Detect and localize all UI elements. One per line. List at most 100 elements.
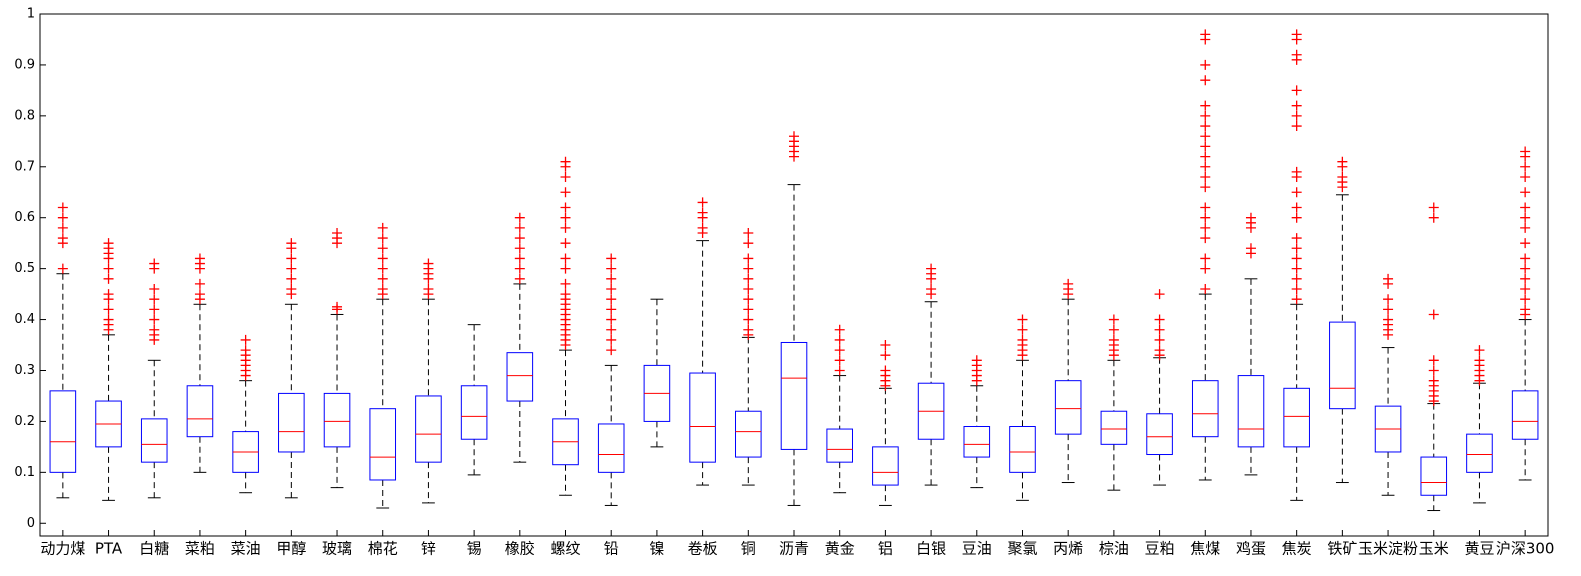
outlier [103, 304, 114, 315]
y-tick-label: 0.5 [14, 261, 35, 276]
outlier [103, 314, 114, 325]
x-tick-label: 白银 [916, 540, 946, 558]
outlier [57, 222, 68, 233]
outlier [743, 238, 754, 249]
outlier [834, 324, 845, 335]
outlier [149, 284, 160, 295]
x-tick-label: 豆粕 [1145, 540, 1175, 558]
outlier [377, 284, 388, 295]
outlier [1291, 85, 1302, 96]
x-tick-label: 沪深300 [1496, 540, 1555, 558]
x-tick-label: 铁矿 [1327, 540, 1357, 558]
outlier [1154, 324, 1165, 335]
outlier [1291, 121, 1302, 132]
outlier [286, 253, 297, 264]
outlier [1291, 212, 1302, 223]
outlier [1291, 253, 1302, 264]
outlier [560, 289, 571, 300]
x-tick-label: 卷板 [688, 540, 718, 558]
outlier [560, 156, 571, 167]
outlier [1200, 233, 1211, 244]
outlier [697, 222, 708, 233]
outlier [57, 212, 68, 223]
outlier [286, 284, 297, 295]
x-tick-label: 聚氯 [1007, 540, 1037, 558]
box [49, 390, 77, 473]
outlier [1291, 294, 1302, 305]
outlier [1245, 212, 1256, 223]
box [506, 352, 534, 402]
outlier [194, 253, 205, 264]
outlier [514, 212, 525, 223]
y-tick-label: 0.1 [14, 465, 35, 480]
outlier [1154, 334, 1165, 345]
outlier [240, 334, 251, 345]
outlier [560, 222, 571, 233]
outlier [1200, 212, 1211, 223]
outlier [1428, 355, 1439, 366]
box [1009, 426, 1036, 473]
outlier [377, 222, 388, 233]
outlier [1520, 253, 1531, 264]
outlier [1291, 202, 1302, 213]
x-tick-label: 镍 [649, 540, 664, 558]
outlier [560, 187, 571, 198]
outlier [377, 273, 388, 284]
x-tick-label: 棉花 [368, 540, 398, 558]
outlier [606, 294, 617, 305]
outlier [1428, 365, 1439, 376]
outlier [1520, 171, 1531, 182]
outlier [743, 314, 754, 325]
outlier [1017, 314, 1028, 325]
box [1237, 375, 1265, 448]
outlier [57, 263, 68, 274]
x-tick-label: 铅 [604, 540, 619, 558]
outlier [1154, 314, 1165, 325]
outlier [377, 253, 388, 264]
outlier [240, 345, 251, 356]
x-tick-label: 豆油 [962, 540, 992, 558]
outlier [377, 243, 388, 254]
outlier [1291, 273, 1302, 284]
outlier [514, 263, 525, 274]
x-tick-label: 铝 [878, 540, 893, 558]
outlier [149, 294, 160, 305]
y-tick-label: 0.8 [14, 108, 35, 123]
outlier [1200, 75, 1211, 86]
outlier [1383, 314, 1394, 325]
outlier [1200, 151, 1211, 162]
outlier [606, 253, 617, 264]
y-tick-label: 0.4 [14, 312, 35, 327]
outlier [1245, 243, 1256, 254]
x-tick-label: 锡 [467, 540, 482, 558]
box [1466, 433, 1493, 473]
x-tick-label: 黄豆 [1464, 540, 1494, 558]
outlier [194, 278, 205, 289]
outlier [606, 314, 617, 325]
outlier [286, 238, 297, 249]
outlier [1291, 29, 1302, 40]
x-tick-label: 锌 [421, 540, 436, 558]
box [186, 385, 214, 438]
outlier [1520, 238, 1531, 249]
x-tick-label: 丙烯 [1053, 540, 1083, 558]
outlier [514, 273, 525, 284]
outlier [1520, 146, 1531, 157]
outlier [1200, 59, 1211, 70]
outlier [743, 273, 754, 284]
outlier [1200, 284, 1211, 295]
outlier [1200, 263, 1211, 274]
outlier [606, 263, 617, 274]
box [689, 372, 716, 463]
outlier [743, 324, 754, 335]
outlier [1337, 171, 1348, 182]
outlier [560, 212, 571, 223]
outlier [1200, 171, 1211, 182]
outlier [1520, 304, 1531, 315]
outlier [1383, 304, 1394, 315]
outlier [1154, 345, 1165, 356]
outlier [606, 304, 617, 315]
outlier [1520, 263, 1531, 274]
y-tick-label: 0.9 [14, 57, 35, 72]
outlier [1520, 284, 1531, 295]
